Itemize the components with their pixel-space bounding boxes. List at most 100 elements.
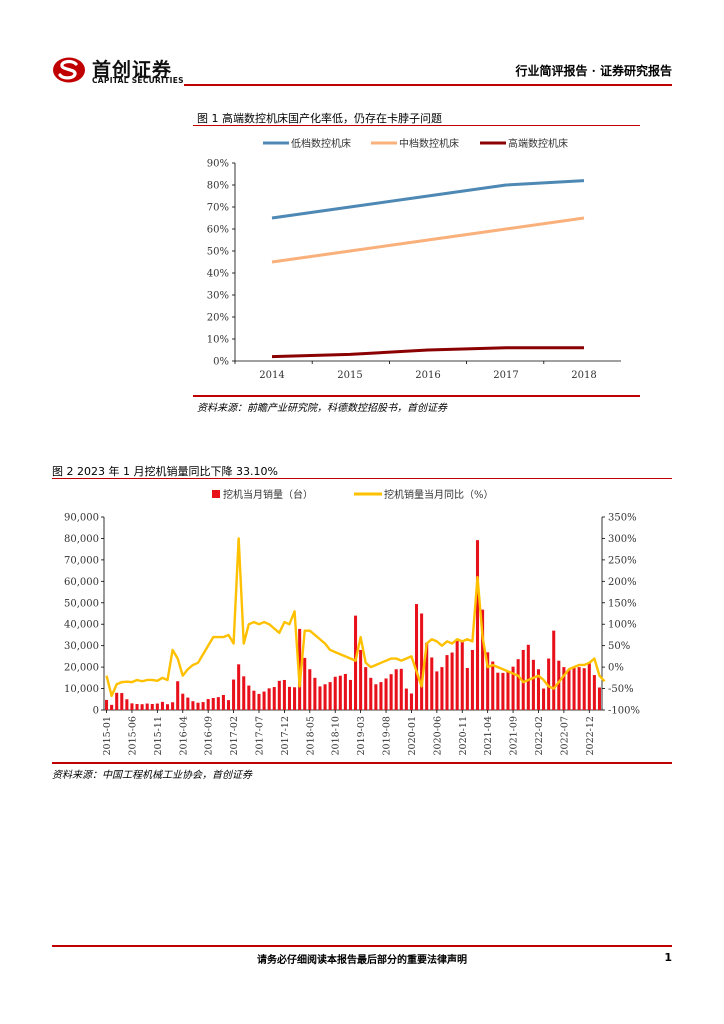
sales-bar: [287, 686, 292, 710]
sales-bar: [501, 672, 505, 710]
sales-bar: [181, 693, 185, 710]
figure2-title: 图 2 2023 年 1 月挖机销量同比下降 33.10%: [52, 465, 278, 478]
x-tick-label: 2015-11: [153, 716, 164, 755]
page-number: 1: [664, 951, 672, 964]
sales-bar: [577, 667, 581, 710]
sales-bar: [557, 660, 561, 710]
series-line-2: [271, 216, 585, 264]
x-tick-label: 2016-04: [178, 716, 189, 755]
y-tick-label: 70%: [207, 203, 229, 214]
x-tick-label: 2016-09: [204, 716, 215, 755]
sales-bar: [379, 682, 383, 710]
legal-notice: 请务必仔细阅读本报告最后部分的重要法律声明: [257, 955, 467, 966]
capital-securities-logo-icon: [53, 57, 85, 83]
sales-bar: [328, 682, 332, 710]
x-tick-label: 2018-05: [305, 716, 316, 755]
sales-bar: [186, 697, 190, 710]
right-y-tick-label: 250%: [608, 555, 637, 566]
legend-label-2: 中档数控机床: [399, 137, 459, 150]
left-y-tick-label: 0: [93, 706, 99, 717]
x-tick-label: 2019-08: [382, 716, 393, 755]
right-y-tick-label: -100%: [608, 706, 640, 717]
sales-bar: [252, 690, 256, 710]
legend-swatch-1: [212, 490, 220, 498]
footer-divider: [52, 945, 672, 947]
left-y-tick-label: 20,000: [64, 663, 99, 674]
right-y-tick-label: 350%: [608, 513, 637, 524]
y-tick-label: 30%: [207, 291, 229, 302]
sales-bar: [567, 669, 571, 710]
y-tick-label: 60%: [207, 225, 229, 236]
left-y-tick-label: 80,000: [64, 534, 99, 545]
sales-bar: [160, 701, 164, 710]
brand-name-en: CAPITAL SECURITIES: [92, 76, 184, 85]
sales-bar: [475, 540, 480, 710]
sales-bar: [354, 615, 358, 710]
sales-bar: [420, 613, 424, 710]
sales-bar: [303, 657, 307, 710]
sales-bar: [333, 676, 337, 710]
x-tick-label: 2017: [493, 370, 518, 381]
y-tick-label: 20%: [207, 313, 229, 324]
legend-label-3: 高端数控机床: [508, 137, 568, 150]
left-y-tick-label: 10,000: [64, 684, 99, 695]
sales-bar: [425, 642, 429, 710]
sales-bar: [120, 693, 124, 710]
figure1-source: 资料来源：前瞻产业研究院，科德数控招股书，首创证券: [197, 403, 447, 414]
sales-bar: [491, 661, 495, 710]
left-y-tick-label: 60,000: [64, 577, 99, 588]
sales-bar: [115, 692, 119, 710]
figure1-top-rule: [193, 125, 640, 126]
sales-bar: [196, 702, 200, 710]
sales-bar: [201, 702, 205, 710]
sales-bar: [521, 649, 525, 710]
right-y-tick-label: 100%: [608, 620, 637, 631]
right-y-tick-label: -50%: [608, 684, 634, 695]
left-y-tick-label: 70,000: [64, 555, 99, 566]
right-y-tick-label: 150%: [608, 598, 637, 609]
series-line-1: [271, 179, 585, 220]
x-tick-label: 2019-03: [356, 716, 367, 755]
sales-bar: [267, 688, 271, 710]
sales-bar: [506, 670, 510, 710]
sales-bar: [348, 679, 352, 710]
x-tick-label: 2017-12: [280, 716, 291, 755]
sales-bar: [318, 686, 322, 710]
series-line-3: [271, 346, 584, 359]
sales-bar: [343, 673, 347, 710]
figure2-top-rule: [52, 478, 672, 479]
sales-bar: [105, 699, 109, 710]
sales-bar: [211, 697, 215, 710]
sales-bar: [145, 703, 149, 710]
y-tick-label: 10%: [207, 335, 229, 346]
sales-bar: [191, 701, 195, 710]
brand-name-cn: 首创证券: [92, 59, 173, 81]
sales-bar: [226, 700, 231, 710]
sales-bar: [216, 697, 220, 710]
right-y-tick-label: 300%: [608, 534, 637, 545]
left-y-tick-label: 90,000: [64, 513, 99, 524]
sales-bar: [135, 703, 139, 710]
x-tick-label: 2017-07: [254, 716, 265, 755]
y-tick-label: 90%: [207, 159, 229, 170]
legend-label-1: 低档数控机床: [291, 137, 351, 150]
sales-bar: [562, 667, 566, 710]
sales-bar: [597, 687, 601, 710]
sales-bar: [247, 685, 251, 710]
sales-bar: [369, 677, 373, 710]
sales-bar: [526, 644, 530, 710]
sales-bar: [399, 668, 403, 710]
sales-bar: [242, 676, 246, 710]
x-tick-label: 2020-06: [432, 716, 443, 755]
sales-bar: [237, 664, 241, 710]
sales-bar: [536, 669, 541, 710]
x-tick-label: 2022-12: [585, 716, 596, 755]
sales-bar: [435, 671, 439, 710]
sales-bar: [232, 679, 236, 710]
sales-bar: [221, 694, 225, 710]
y-tick-label: 80%: [207, 181, 229, 192]
sales-bar: [374, 684, 378, 710]
sales-bar: [277, 680, 281, 710]
sales-bar: [531, 659, 535, 710]
left-y-tick-label: 30,000: [64, 641, 99, 652]
